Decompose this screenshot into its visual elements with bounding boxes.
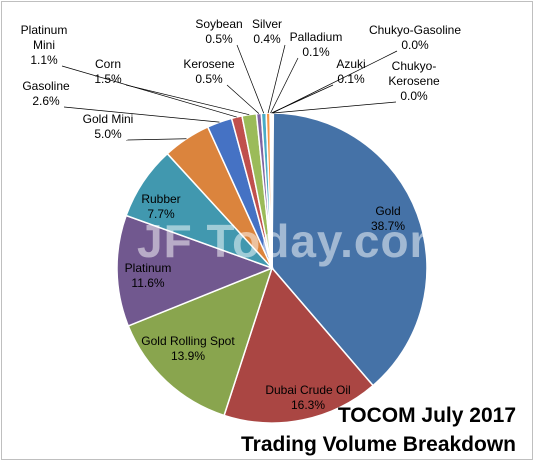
slice-label-kerosene: Kerosene [183,57,235,71]
slice-label-rubber: Rubber [141,192,180,206]
slice-value-dubai-crude-oil: 16.3% [291,398,325,412]
slice-label-azuki: Azuki [336,57,365,71]
slice-label-palladium: Palladium [290,30,343,44]
slice-label-platinum-mini-1: Mini [33,38,55,52]
slice-label-gold-mini: Gold Mini [83,112,134,126]
chart-title: TOCOM July 2017 Trading Volume Breakdown [216,401,516,459]
slice-label-gasoline: Gasoline [22,79,70,93]
slice-value-platinum-mini: 1.1% [30,53,58,67]
leader-line-palladium [270,57,299,114]
leader-line-chukyo-kerosene [272,101,397,114]
pie-slice-gold-rolling-spot [127,266,274,417]
slice-value-chukyo-kerosene: 0.0% [400,89,428,103]
leader-line-corn [125,84,250,116]
pie-slice-platinum [116,214,275,327]
slice-value-gold-mini: 5.0% [94,127,122,141]
chart-title-line2: Trading Volume Breakdown [241,433,516,456]
slice-label-dubai-crude-oil: Dubai Crude Oil [265,383,350,397]
slice-label-gold: Gold [375,204,400,218]
leader-line-gasoline [63,106,220,123]
slice-label-gold-rolling-spot: Gold Rolling Spot [141,334,235,348]
slice-value-gasoline: 2.6% [32,94,60,108]
leader-line-gold-mini [125,138,187,141]
slice-value-gold-rolling-spot: 13.9% [171,349,205,363]
slice-label-chukyo-gasoline: Chukyo-Gasoline [369,23,461,37]
slice-value-corn: 1.5% [94,72,122,86]
leader-line-soybean [236,44,265,114]
slice-label-chukyo-kerosene-1: Kerosene [388,74,440,88]
slice-value-rubber: 7.7% [147,207,175,221]
slice-value-chukyo-gasoline: 0.0% [401,38,429,52]
slice-value-soybean: 0.5% [205,32,233,46]
leader-line-platinum-mini [61,65,237,118]
slice-value-gold: 38.7% [371,219,405,233]
slice-value-silver: 0.4% [253,32,281,46]
slice-value-azuki: 0.1% [337,72,365,86]
slice-value-kerosene: 0.5% [195,72,223,86]
slice-label-corn: Corn [95,57,121,71]
chart-title-line1: TOCOM July 2017 [337,404,516,427]
slice-label-platinum-mini: Platinum [21,23,68,37]
slice-label-soybean: Soybean [195,17,242,31]
leader-line-kerosene [226,84,260,114]
leader-line-chukyo-gasoline [272,50,398,114]
slice-value-platinum: 11.6% [131,276,164,290]
slice-value-palladium: 0.1% [302,45,330,59]
slice-label-chukyo-kerosene: Chukyo- [392,59,437,73]
leader-line-silver [267,44,286,114]
pie-slice-gold [271,112,428,387]
slice-label-silver: Silver [252,17,282,31]
slice-label-platinum: Platinum [125,261,172,275]
pie-slice-dubai-crude-oil [223,266,375,424]
